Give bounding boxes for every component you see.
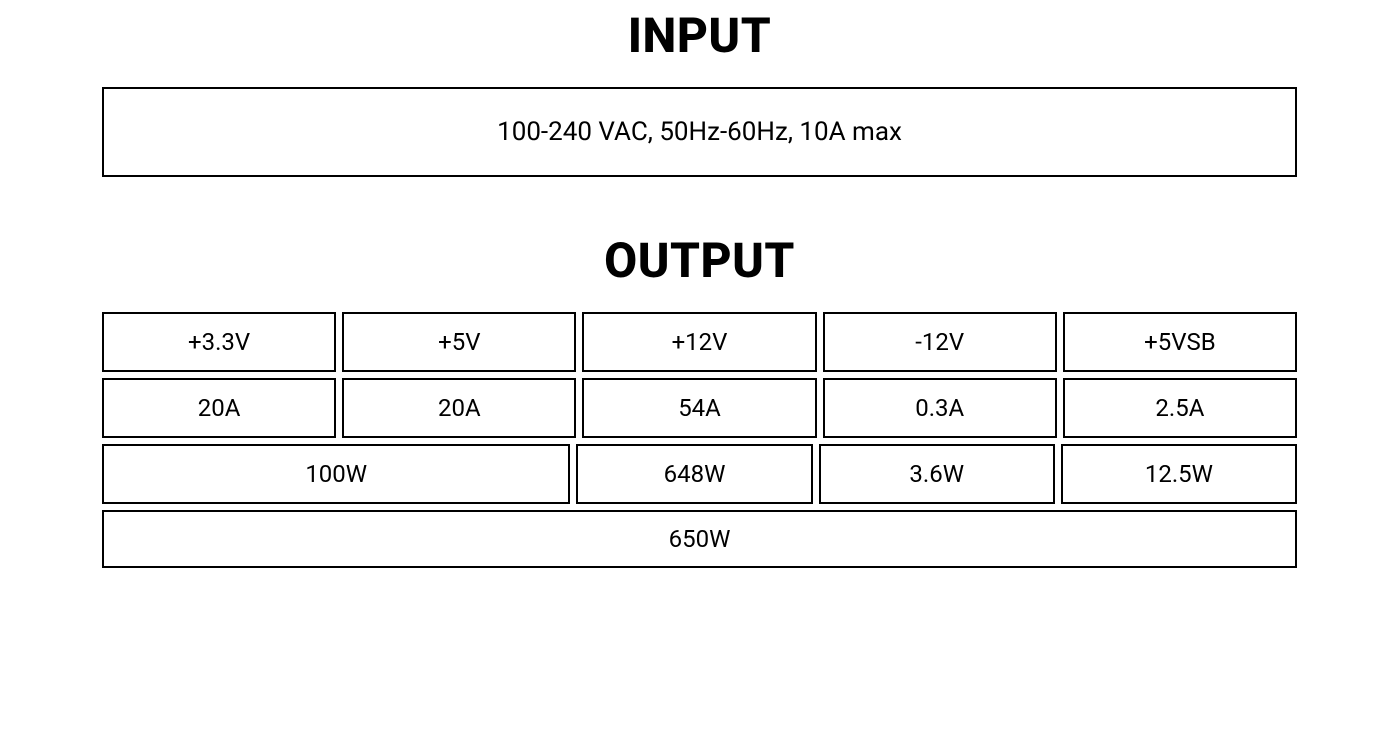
watts-cell: 12.5W	[1061, 444, 1297, 504]
rail-cell: -12V	[823, 312, 1057, 372]
total-row: 650W	[102, 510, 1297, 568]
amps-cell: 20A	[342, 378, 576, 438]
amps-cell: 2.5A	[1063, 378, 1297, 438]
rail-cell: +12V	[582, 312, 816, 372]
input-section-title: INPUT	[102, 10, 1297, 63]
watts-cell: 3.6W	[819, 444, 1055, 504]
rail-cell: +3.3V	[102, 312, 336, 372]
spec-sheet: INPUT 100-240 VAC, 50Hz-60Hz, 10A max OU…	[102, 0, 1297, 568]
rail-cell: +5VSB	[1063, 312, 1297, 372]
output-table: +3.3V +5V +12V -12V +5VSB 20A 20A 54A 0.…	[102, 312, 1297, 568]
output-section-title: OUTPUT	[102, 235, 1297, 288]
amps-cell: 20A	[102, 378, 336, 438]
rail-cell: +5V	[342, 312, 576, 372]
input-spec-box: 100-240 VAC, 50Hz-60Hz, 10A max	[102, 87, 1297, 177]
rails-row: +3.3V +5V +12V -12V +5VSB	[102, 312, 1297, 372]
watts-cell-combined: 100W	[102, 444, 570, 504]
amps-cell: 0.3A	[823, 378, 1057, 438]
watts-row: 100W 648W 3.6W 12.5W	[102, 444, 1297, 504]
total-wattage-cell: 650W	[102, 510, 1297, 568]
amps-cell: 54A	[582, 378, 816, 438]
watts-cell: 648W	[576, 444, 812, 504]
amps-row: 20A 20A 54A 0.3A 2.5A	[102, 378, 1297, 438]
